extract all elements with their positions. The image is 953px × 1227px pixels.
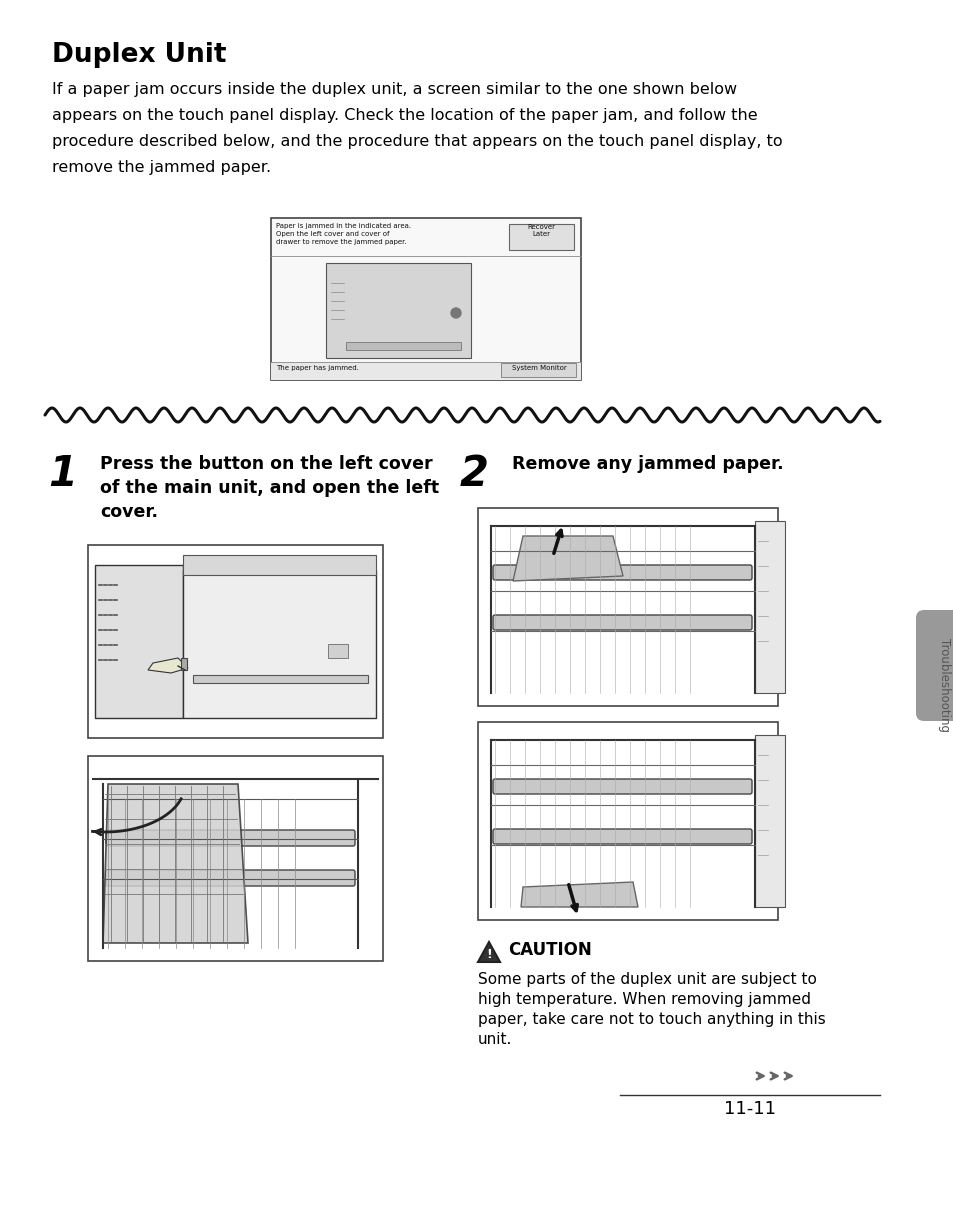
Text: remove the jammed paper.: remove the jammed paper. [52, 160, 271, 175]
Text: Paper is jammed in the indicated area.
Open the left cover and cover of
drawer t: Paper is jammed in the indicated area. O… [275, 223, 411, 245]
FancyBboxPatch shape [493, 564, 751, 580]
Text: cover.: cover. [100, 503, 158, 521]
FancyBboxPatch shape [106, 829, 355, 845]
Text: If a paper jam occurs inside the duplex unit, a screen similar to the one shown : If a paper jam occurs inside the duplex … [52, 82, 737, 97]
Polygon shape [148, 658, 188, 672]
Text: Troubleshooting: Troubleshooting [938, 638, 950, 733]
FancyBboxPatch shape [106, 870, 355, 886]
Circle shape [451, 308, 460, 318]
FancyBboxPatch shape [493, 615, 751, 629]
FancyBboxPatch shape [509, 225, 574, 250]
Text: CAUTION: CAUTION [507, 941, 591, 960]
Polygon shape [520, 882, 638, 907]
FancyBboxPatch shape [183, 555, 375, 575]
Bar [181, 658, 187, 670]
Polygon shape [513, 536, 622, 582]
Text: 2: 2 [459, 453, 489, 494]
Text: 1: 1 [48, 453, 77, 494]
FancyBboxPatch shape [754, 735, 784, 907]
Text: System Monitor: System Monitor [511, 364, 566, 371]
FancyBboxPatch shape [477, 508, 778, 706]
Text: unit.: unit. [477, 1032, 512, 1047]
Text: appears on the touch panel display. Check the location of the paper jam, and fol: appears on the touch panel display. Chec… [52, 108, 757, 123]
FancyBboxPatch shape [95, 564, 183, 718]
FancyBboxPatch shape [193, 675, 368, 683]
Text: Recover
Later: Recover Later [526, 225, 555, 238]
FancyBboxPatch shape [493, 779, 751, 794]
Text: Remove any jammed paper.: Remove any jammed paper. [512, 455, 782, 472]
Text: 11-11: 11-11 [723, 1099, 775, 1118]
Text: of the main unit, and open the left: of the main unit, and open the left [100, 479, 438, 497]
Text: !: ! [486, 947, 492, 961]
Text: paper, take care not to touch anything in this: paper, take care not to touch anything i… [477, 1012, 825, 1027]
FancyBboxPatch shape [500, 363, 576, 377]
Text: procedure described below, and the procedure that appears on the touch panel dis: procedure described below, and the proce… [52, 134, 781, 148]
FancyBboxPatch shape [183, 571, 375, 718]
Polygon shape [477, 942, 499, 962]
FancyBboxPatch shape [346, 342, 460, 350]
FancyBboxPatch shape [915, 610, 953, 721]
Text: Some parts of the duplex unit are subject to: Some parts of the duplex unit are subjec… [477, 972, 816, 987]
Text: The paper has jammed.: The paper has jammed. [275, 364, 358, 371]
FancyBboxPatch shape [88, 756, 382, 961]
FancyBboxPatch shape [477, 721, 778, 920]
Text: Duplex Unit: Duplex Unit [52, 42, 226, 67]
FancyBboxPatch shape [271, 218, 580, 380]
Bar [328, 644, 348, 658]
FancyBboxPatch shape [271, 362, 580, 380]
Text: Press the button on the left cover: Press the button on the left cover [100, 455, 432, 472]
FancyBboxPatch shape [326, 263, 471, 358]
Text: high temperature. When removing jammed: high temperature. When removing jammed [477, 991, 810, 1007]
FancyBboxPatch shape [88, 545, 382, 737]
Polygon shape [103, 784, 248, 944]
FancyBboxPatch shape [493, 829, 751, 844]
FancyBboxPatch shape [754, 521, 784, 693]
